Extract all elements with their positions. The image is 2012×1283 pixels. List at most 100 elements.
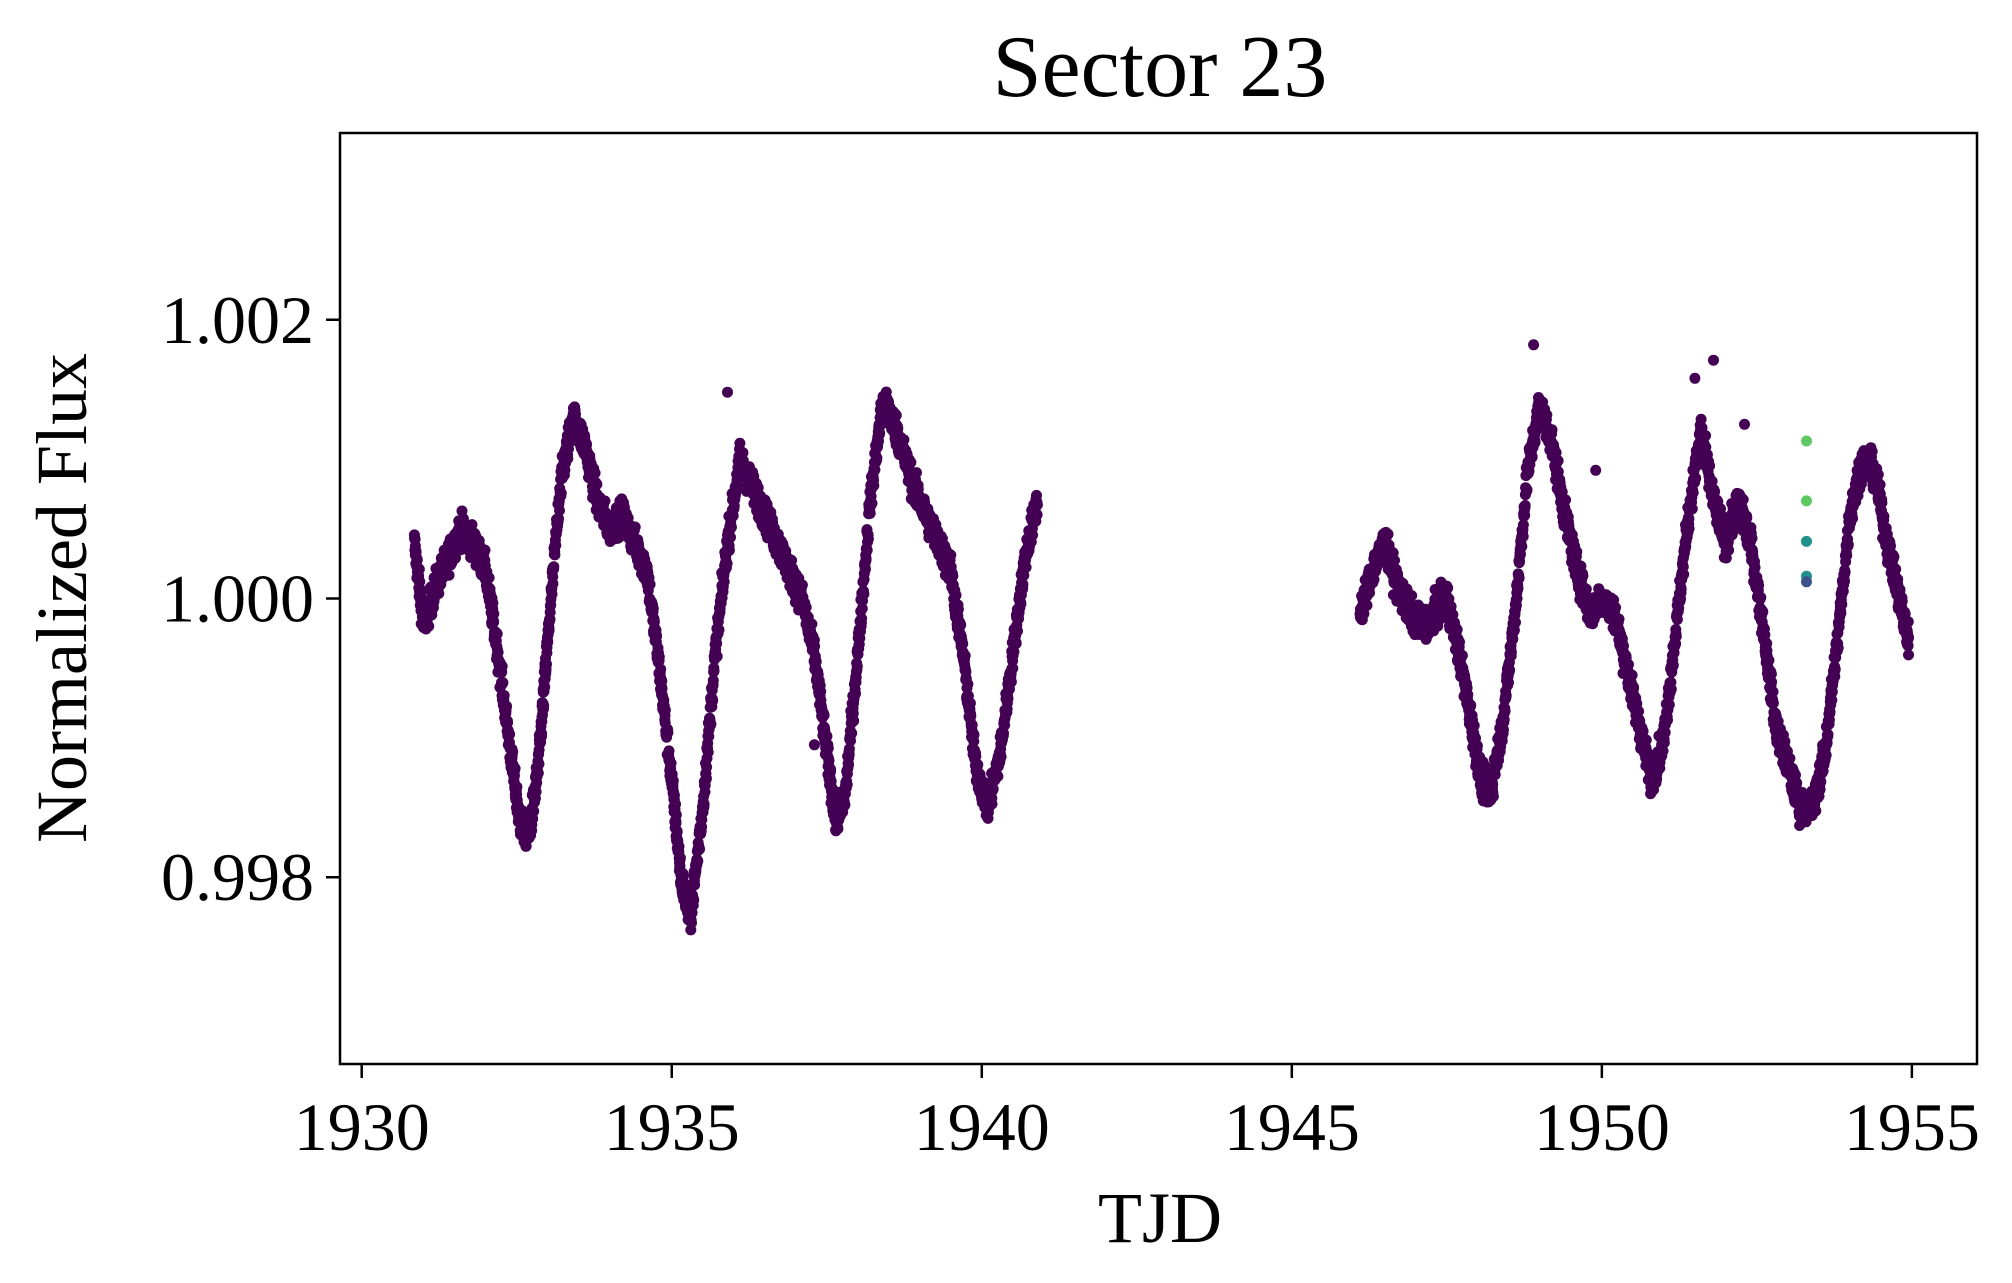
data-point bbox=[487, 597, 499, 609]
data-point bbox=[1610, 602, 1622, 614]
data-point bbox=[1499, 705, 1511, 717]
data-point bbox=[1753, 579, 1765, 591]
data-point bbox=[677, 869, 689, 881]
data-point bbox=[591, 478, 603, 490]
data-point bbox=[825, 763, 837, 775]
data-point bbox=[1683, 523, 1695, 535]
data-point bbox=[414, 576, 426, 588]
data-point bbox=[992, 770, 1004, 782]
data-point bbox=[536, 727, 548, 739]
data-point bbox=[655, 663, 667, 675]
data-point bbox=[1487, 791, 1499, 802]
data-point bbox=[1519, 500, 1531, 511]
data-point bbox=[466, 519, 478, 531]
data-point bbox=[1451, 624, 1463, 636]
data-point bbox=[443, 569, 455, 581]
data-point bbox=[962, 678, 974, 690]
data-point bbox=[1546, 424, 1558, 436]
data-point bbox=[1552, 455, 1564, 467]
data-point bbox=[548, 561, 560, 573]
data-point bbox=[1741, 512, 1753, 524]
data-point bbox=[822, 742, 834, 754]
data-point bbox=[871, 452, 883, 464]
data-point bbox=[734, 437, 746, 449]
data-point bbox=[841, 779, 853, 791]
data-point bbox=[890, 409, 902, 421]
data-point bbox=[599, 495, 611, 507]
data-point bbox=[662, 727, 674, 739]
data-point bbox=[1031, 509, 1043, 521]
data-point bbox=[1526, 451, 1538, 463]
data-point bbox=[905, 456, 917, 468]
data-point bbox=[839, 799, 851, 811]
data-point bbox=[1662, 714, 1673, 726]
data-point bbox=[1471, 740, 1483, 752]
data-point bbox=[1640, 734, 1652, 746]
data-point bbox=[555, 487, 567, 499]
data-point bbox=[1468, 720, 1480, 731]
data-point bbox=[501, 700, 512, 712]
data-point bbox=[629, 521, 641, 533]
data-point bbox=[1516, 540, 1528, 552]
data-point bbox=[911, 467, 922, 479]
data-point bbox=[1810, 805, 1822, 817]
data-point bbox=[1010, 638, 1022, 649]
data-point bbox=[653, 651, 665, 663]
data-point bbox=[553, 513, 564, 524]
data-point bbox=[530, 786, 542, 798]
data-point bbox=[1767, 686, 1779, 698]
data-point bbox=[543, 625, 555, 636]
data-point bbox=[711, 650, 723, 662]
data-point bbox=[668, 789, 680, 801]
data-point bbox=[1766, 676, 1778, 688]
data-point bbox=[866, 497, 878, 509]
data-point bbox=[1737, 494, 1749, 506]
data-point bbox=[1687, 487, 1699, 499]
data-point bbox=[1675, 583, 1687, 595]
data-point bbox=[1667, 659, 1679, 671]
data-point bbox=[1512, 582, 1524, 594]
data-point bbox=[1678, 568, 1690, 580]
data-point bbox=[806, 618, 818, 630]
data-point bbox=[550, 539, 562, 551]
data-point bbox=[483, 572, 495, 584]
data-point bbox=[1503, 677, 1514, 688]
data-point bbox=[995, 751, 1007, 763]
data-point bbox=[1779, 735, 1791, 747]
data-point bbox=[1442, 582, 1454, 594]
data-point bbox=[411, 554, 423, 566]
data-point bbox=[698, 798, 710, 810]
data-point bbox=[413, 563, 425, 575]
data-point bbox=[955, 619, 967, 631]
data-point bbox=[1700, 430, 1712, 442]
data-point bbox=[665, 757, 677, 769]
data-point bbox=[651, 630, 663, 642]
data-point bbox=[1784, 752, 1796, 764]
data-point bbox=[1456, 650, 1468, 661]
data-point bbox=[1504, 664, 1516, 676]
data-point bbox=[952, 603, 964, 615]
data-point bbox=[1665, 683, 1677, 695]
data-point bbox=[1571, 546, 1583, 558]
data-point bbox=[721, 558, 733, 569]
data-point bbox=[856, 613, 868, 624]
data-point bbox=[1382, 528, 1394, 540]
data-point bbox=[1505, 646, 1517, 658]
data-point bbox=[686, 917, 697, 929]
data-point bbox=[1465, 699, 1477, 711]
data-point bbox=[538, 700, 550, 711]
data-point bbox=[1746, 532, 1758, 544]
data-point bbox=[667, 775, 679, 787]
data-point bbox=[1757, 606, 1769, 618]
data-point bbox=[851, 660, 863, 672]
data-point bbox=[450, 552, 461, 564]
data-point bbox=[1670, 630, 1682, 642]
data-point bbox=[1529, 436, 1541, 448]
data-point bbox=[507, 746, 519, 758]
data-point bbox=[488, 608, 500, 620]
data-point bbox=[692, 855, 704, 867]
data-point bbox=[547, 578, 559, 590]
data-point bbox=[1031, 499, 1043, 511]
data-point bbox=[1454, 636, 1465, 648]
data-point bbox=[1763, 654, 1775, 666]
